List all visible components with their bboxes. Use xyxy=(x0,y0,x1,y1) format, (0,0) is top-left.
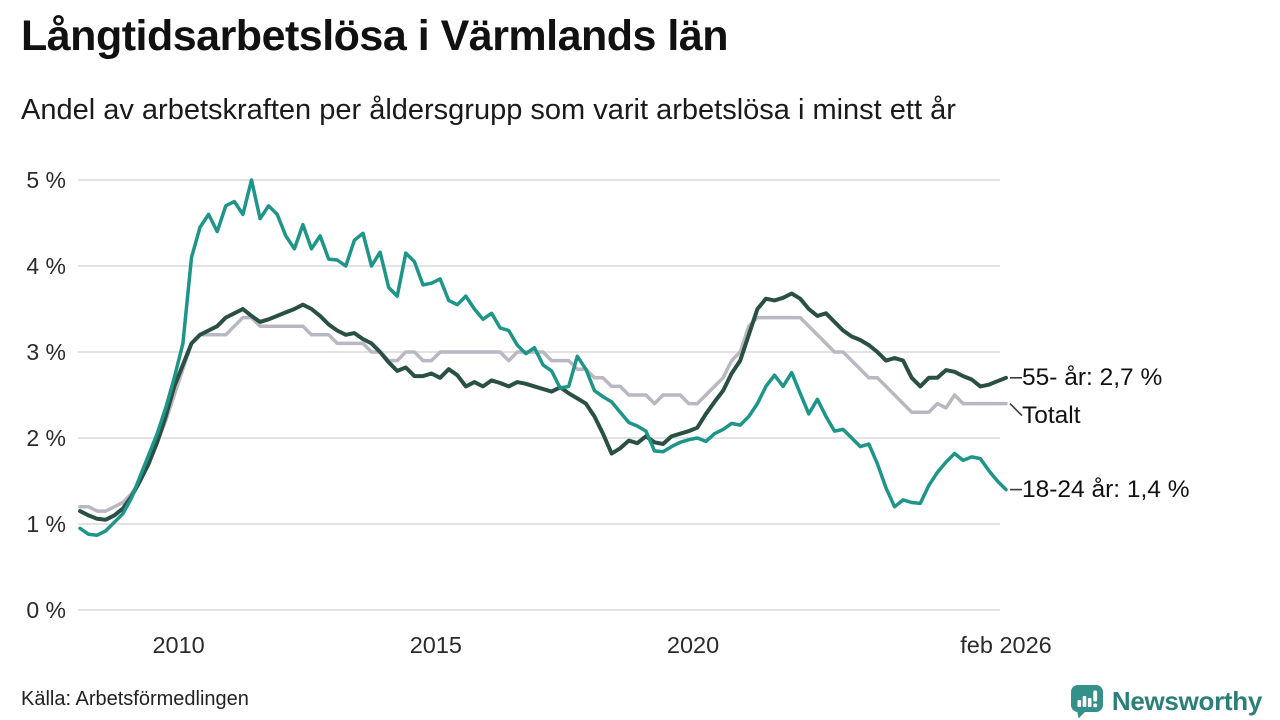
logo-bar-icon xyxy=(1087,698,1092,707)
series-line-18-24 år xyxy=(78,178,1008,537)
x-tick-label: 2020 xyxy=(666,632,720,658)
end-label-55-ar: 55- år: 2,7 % xyxy=(1022,363,1163,391)
logo-exclamation-icon xyxy=(1093,703,1097,708)
end-label-totalt: Totalt xyxy=(1022,401,1081,429)
x-tick-label: 2010 xyxy=(152,632,205,658)
y-tick-label: 5 % xyxy=(26,167,66,193)
x-tick-label: 2015 xyxy=(409,632,462,658)
y-tick-label: 0 % xyxy=(26,597,66,623)
brand-wordmark: Newsworthy xyxy=(1111,686,1262,716)
logo-bar-icon xyxy=(1077,700,1081,707)
y-tick-label: 3 % xyxy=(26,339,66,365)
chart-subtitle: Andel av arbetskraften per åldersgrupp s… xyxy=(21,94,956,126)
x-tick-label: feb 2026 xyxy=(960,632,1052,658)
label-connector-Totalt xyxy=(1009,403,1023,417)
y-tick-label: 2 % xyxy=(26,425,66,451)
series-line-Totalt xyxy=(78,315,1008,513)
newsworthy-logo-icon xyxy=(1070,685,1103,719)
chart-title: Långtidsarbetslösa i Värmlands län xyxy=(21,12,729,60)
newsworthy-logo: Newsworthy xyxy=(1070,684,1262,719)
series-line-55- år xyxy=(78,291,1008,522)
logo-exclamation-icon xyxy=(1093,690,1097,702)
y-tick-label: 1 % xyxy=(26,511,66,537)
y-tick-label: 4 % xyxy=(26,253,66,279)
source-note: Källa: Arbetsförmedlingen xyxy=(21,688,249,710)
end-label-18-24-ar: 18-24 år: 1,4 % xyxy=(1022,475,1190,503)
logo-bar-icon xyxy=(1082,696,1087,707)
